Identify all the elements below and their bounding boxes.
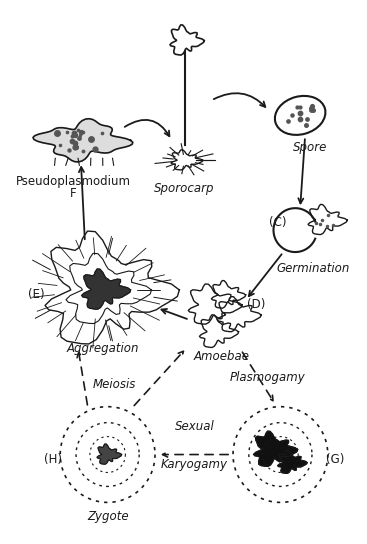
Text: (H): (H) [44,453,62,466]
Polygon shape [82,269,131,309]
Text: Amoebae: Amoebae [193,350,249,363]
Text: Zygote: Zygote [87,510,128,523]
Text: Sporocarp: Sporocarp [155,182,215,195]
Text: (C): (C) [269,215,286,228]
Text: (E): (E) [28,288,45,301]
Text: Plasmogamy: Plasmogamy [230,371,305,384]
Text: Meiosis: Meiosis [93,378,136,391]
Polygon shape [278,451,307,473]
Text: (D): (D) [247,299,265,311]
Text: Germination: Germination [276,262,350,275]
Text: Karyogamy: Karyogamy [161,458,228,471]
Polygon shape [33,119,133,162]
Text: Sexual: Sexual [175,420,214,433]
Text: Pseudoplasmodium: Pseudoplasmodium [15,175,131,188]
Text: Aggregation: Aggregation [66,342,139,355]
Text: F: F [70,187,76,200]
Polygon shape [254,431,298,466]
Polygon shape [97,444,121,464]
Text: Spore: Spore [293,141,327,154]
Text: (G): (G) [326,453,344,466]
